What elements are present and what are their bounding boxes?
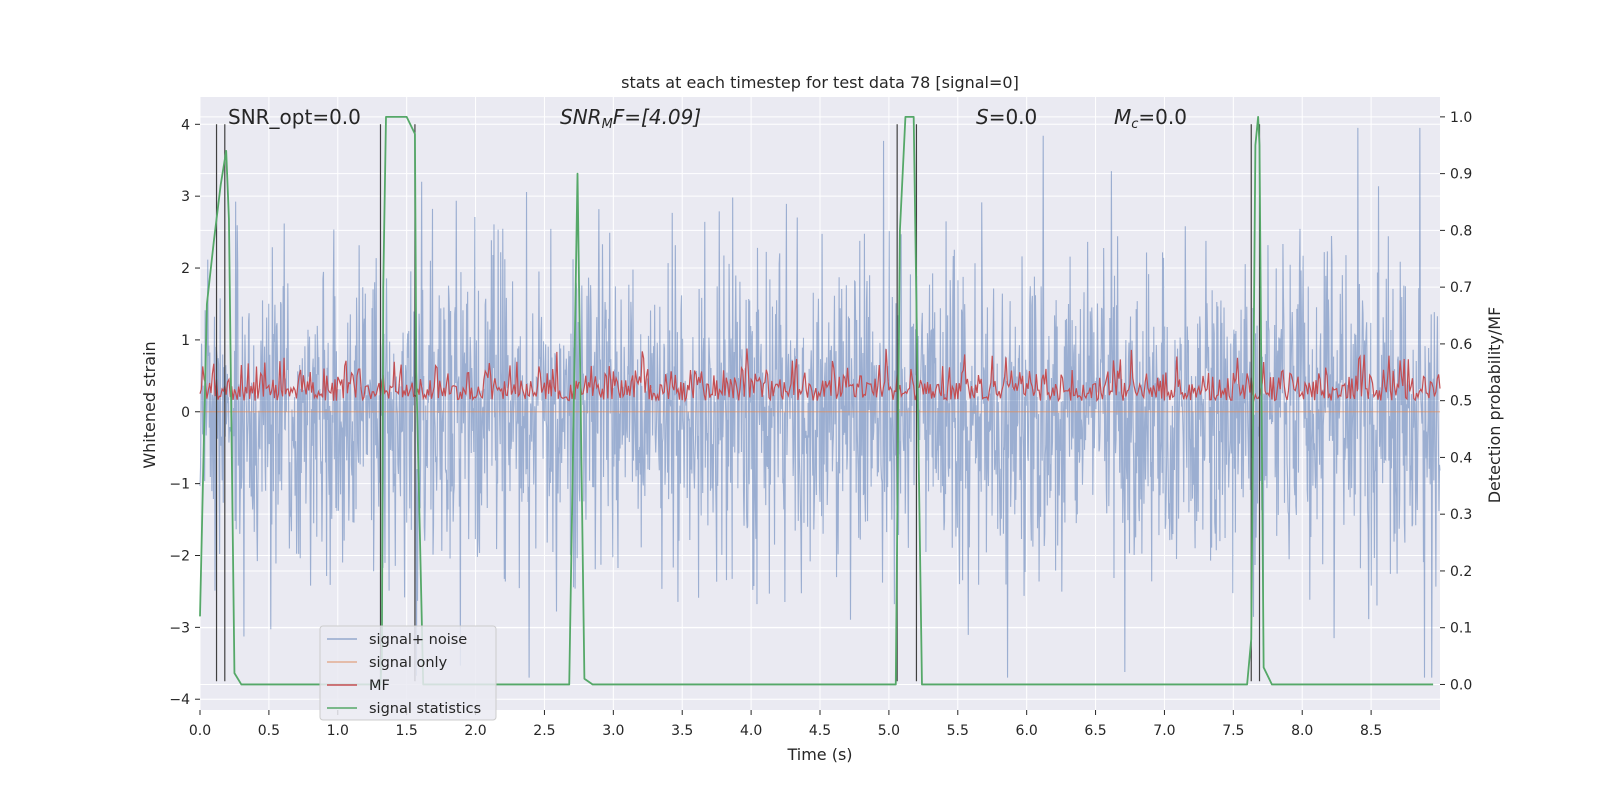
y-right-tick-label-7: 0.7: [1450, 280, 1472, 296]
annotation-snr-opt: SNR_opt=0.0: [228, 105, 361, 129]
y-right-tick-label-1: 0.1: [1450, 621, 1472, 637]
y-axis-right-label: Detection probability/MF: [1485, 307, 1504, 504]
x-tick-label-12: 6.0: [1016, 723, 1038, 739]
x-axis-label: Time (s): [786, 745, 852, 764]
x-tick-label-3: 1.5: [396, 723, 418, 739]
x-tick-label-7: 3.5: [671, 723, 693, 739]
x-tick-label-5: 2.5: [533, 723, 555, 739]
annotation-snr-mf-symbol: SNR: [560, 105, 602, 129]
annotation-snr-mf-subscript: M: [602, 117, 613, 132]
y-right-tick-label-9: 0.9: [1450, 167, 1472, 183]
chart-title: stats at each timestep for test data 78 …: [621, 73, 1019, 92]
annotation-mc-symbol: M: [1114, 105, 1131, 129]
x-tick-label-6: 3.0: [602, 723, 624, 739]
legend-label-mf: MF: [369, 678, 390, 694]
y-left-tick-label-3: −1: [169, 477, 190, 493]
annotation-s-symbol: S: [976, 105, 989, 129]
y-right-tick-label-2: 0.2: [1450, 564, 1472, 580]
y-left-tick-label-7: 3: [181, 189, 190, 205]
y-right-tick-label-0: 0.0: [1450, 677, 1472, 693]
y-right-tick-label-8: 0.8: [1450, 223, 1472, 239]
x-tick-label-13: 6.5: [1084, 723, 1106, 739]
x-tick-label-8: 4.0: [740, 723, 762, 739]
annotation-mc-rest: =0.0: [1138, 105, 1187, 129]
annotation-snr-mf-rest: F=[4.09]: [613, 105, 701, 129]
x-tick-label-17: 8.5: [1360, 723, 1382, 739]
x-tick-label-4: 2.0: [464, 723, 486, 739]
y-right-tick-label-5: 0.5: [1450, 394, 1472, 410]
y-right-tick-label-6: 0.6: [1450, 337, 1472, 353]
annotation-s-rest: =0.0: [989, 105, 1038, 129]
x-tick-label-2: 1.0: [327, 723, 349, 739]
legend-label-signal-statistics: signal statistics: [369, 701, 481, 717]
annotation-mc-subscript: c: [1131, 117, 1138, 132]
annotation-s: S=0.0: [976, 105, 1037, 129]
y-right-tick-label-4: 0.4: [1450, 450, 1472, 466]
y-right-tick-label-3: 0.3: [1450, 507, 1472, 523]
annotation-snr-mf: SNRMF=[4.09]: [560, 105, 701, 132]
x-tick-label-0: 0.0: [189, 723, 211, 739]
y-left-tick-label-2: −2: [169, 548, 190, 564]
x-tick-label-1: 0.5: [258, 723, 280, 739]
legend-label-signal-only: signal only: [369, 655, 448, 671]
y-right-tick-label-10: 1.0: [1450, 110, 1472, 126]
annotation-mc: Mc=0.0: [1114, 105, 1187, 132]
y-left-tick-label-4: 0: [181, 405, 190, 421]
x-tick-label-11: 5.5: [947, 723, 969, 739]
x-tick-label-10: 5.0: [878, 723, 900, 739]
y-axis-left-label: Whitened strain: [140, 341, 159, 468]
legend-label-signal-noise: signal+ noise: [369, 632, 467, 648]
y-left-tick-label-0: −4: [169, 692, 190, 708]
y-left-tick-label-8: 4: [181, 117, 190, 133]
y-left-tick-label-1: −3: [169, 620, 190, 636]
y-left-tick-label-5: 1: [181, 333, 190, 349]
x-tick-label-16: 8.0: [1291, 723, 1313, 739]
x-tick-label-9: 4.5: [809, 723, 831, 739]
x-tick-label-14: 7.0: [1153, 723, 1175, 739]
x-tick-label-15: 7.5: [1222, 723, 1244, 739]
legend: signal+ noise signal only MF signal stat…: [320, 626, 496, 720]
y-left-tick-label-6: 2: [181, 261, 190, 277]
